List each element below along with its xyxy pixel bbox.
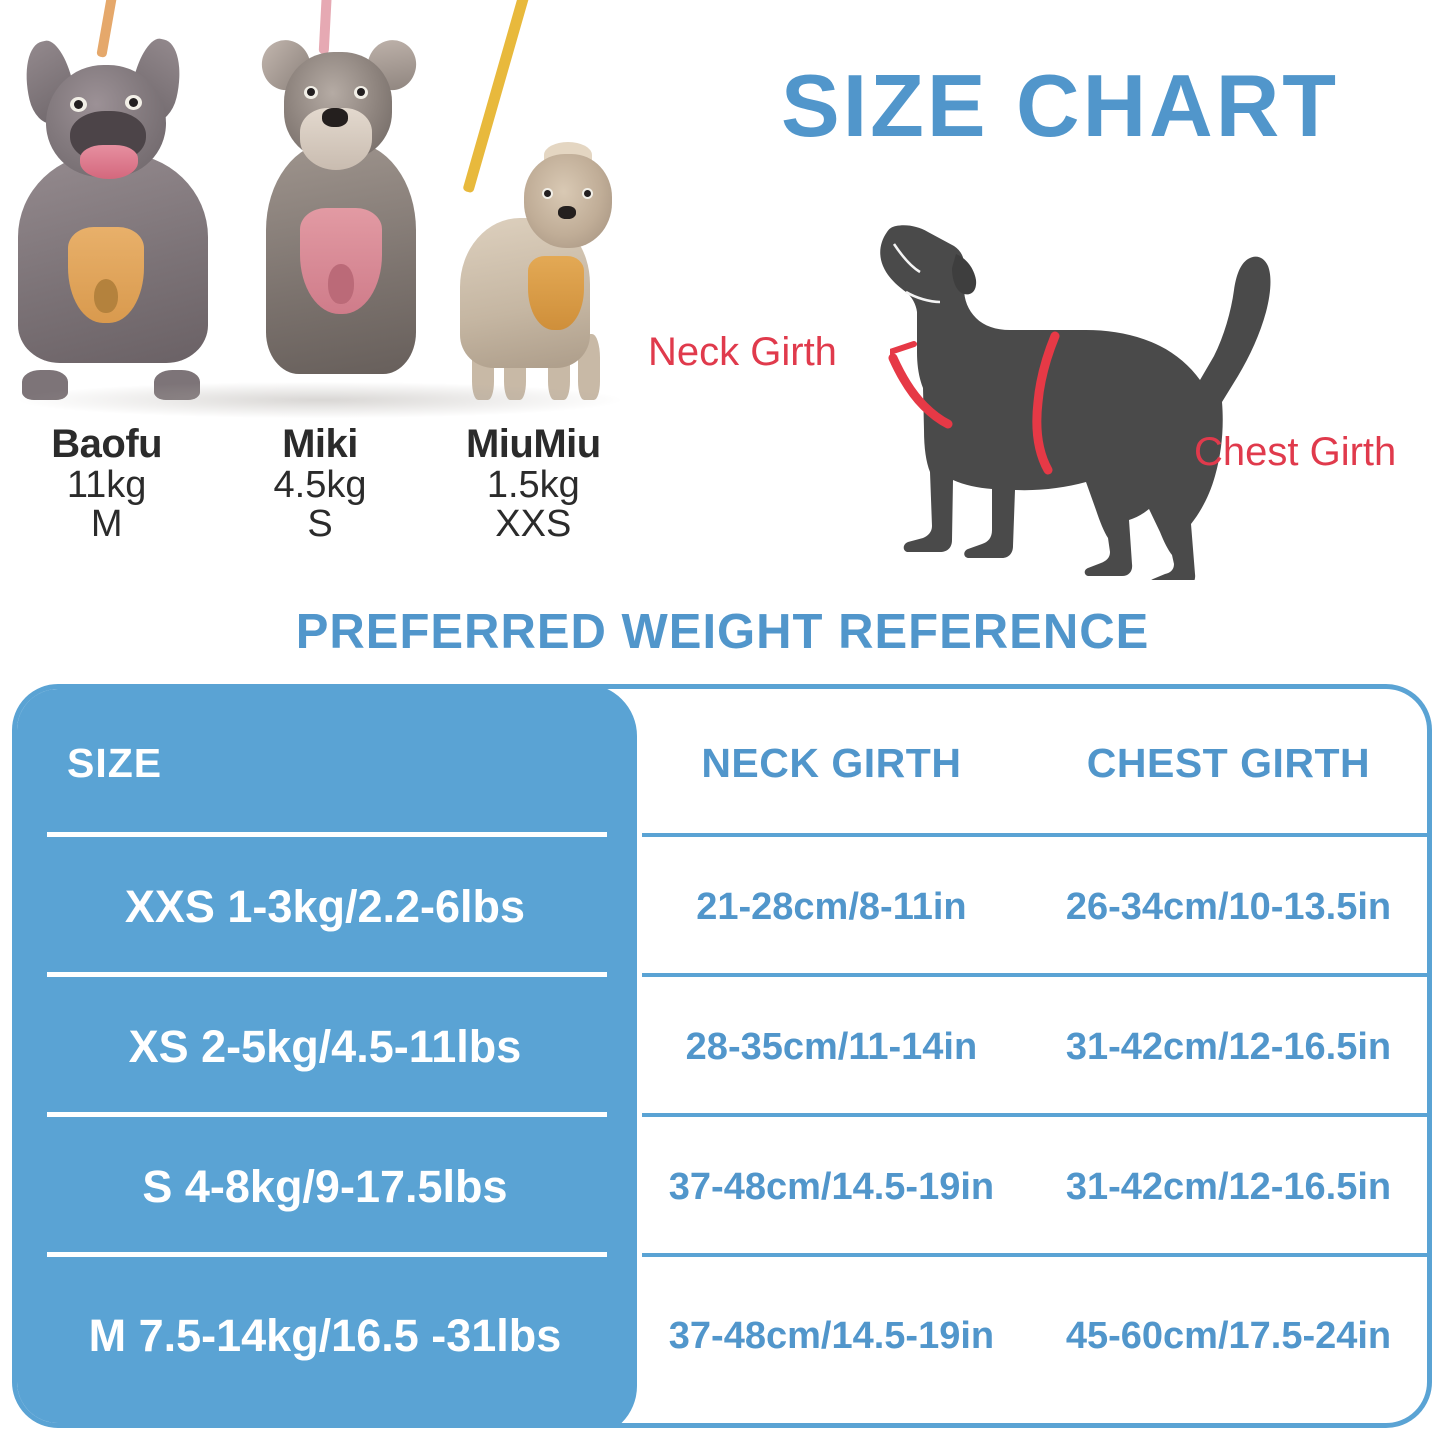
dog-measurement-diagram bbox=[640, 180, 1440, 586]
dog-label-baofu: Baofu 11kg M bbox=[0, 422, 213, 564]
row-divider bbox=[47, 1252, 607, 1257]
cell-chest: 26-34cm/10-13.5in bbox=[1065, 885, 1392, 928]
dog-labels: Baofu 11kg M Miki 4.5kg S MiuMiu 1.5kg X… bbox=[0, 422, 640, 564]
dogs-photo bbox=[0, 0, 640, 420]
pupil bbox=[307, 88, 315, 96]
cell-size: M 7.5-14kg/16.5 -31lbs bbox=[88, 1309, 562, 1361]
neck-girth-leader-line bbox=[890, 341, 917, 355]
dog-size: XXS bbox=[495, 503, 572, 546]
row-divider bbox=[642, 1113, 1427, 1117]
table-header-row: SIZE NECK GIRTH CHEST GIRTH bbox=[17, 689, 1427, 837]
table-row: S 4-8kg/9-17.5lbs 37-48cm/14.5-19in 31-4… bbox=[17, 1117, 1427, 1257]
paw bbox=[22, 370, 68, 400]
column-header-chest: CHEST GIRTH bbox=[1086, 739, 1371, 786]
row-divider bbox=[47, 1112, 607, 1117]
size-column-background bbox=[17, 689, 637, 1423]
cell-size: S 4-8kg/9-17.5lbs bbox=[142, 1160, 508, 1212]
column-header-size: SIZE bbox=[67, 739, 163, 786]
dog-head bbox=[524, 154, 612, 248]
dog-size: M bbox=[90, 503, 123, 546]
table-row: XS 2-5kg/4.5-11lbs 28-35cm/11-14in 31-42… bbox=[17, 977, 1427, 1117]
dog-yorkie bbox=[452, 140, 627, 400]
pupil bbox=[584, 190, 591, 197]
dog-french-bulldog bbox=[8, 34, 233, 400]
photo-floor-shadow bbox=[20, 382, 620, 418]
dog-weight: 1.5kg bbox=[486, 463, 580, 506]
dog-name: Miki bbox=[282, 422, 358, 466]
row-divider bbox=[642, 973, 1427, 977]
nose bbox=[558, 206, 576, 219]
pupil bbox=[357, 88, 365, 96]
paw bbox=[154, 370, 200, 400]
eye bbox=[304, 86, 318, 99]
column-header-neck: NECK GIRTH bbox=[701, 739, 962, 786]
cell-neck: 28-35cm/11-14in bbox=[685, 1025, 978, 1068]
eye bbox=[125, 95, 142, 110]
top-section: Baofu 11kg M Miki 4.5kg S MiuMiu 1.5kg X… bbox=[0, 0, 1445, 659]
eye bbox=[70, 97, 87, 112]
eye bbox=[542, 188, 553, 199]
dog-label-miumiu: MiuMiu 1.5kg XXS bbox=[427, 422, 640, 564]
harness-orange bbox=[68, 227, 144, 323]
dog-weight: 11kg bbox=[66, 463, 147, 506]
dog-size: S bbox=[307, 503, 333, 546]
tongue bbox=[80, 145, 138, 179]
pupil bbox=[544, 190, 551, 197]
cell-chest: 31-42cm/12-16.5in bbox=[1065, 1025, 1392, 1068]
cell-size: XXS 1-3kg/2.2-6lbs bbox=[124, 880, 526, 932]
cell-chest: 31-42cm/12-16.5in bbox=[1065, 1165, 1392, 1208]
page-title: SIZE CHART bbox=[781, 56, 1339, 155]
cell-size: XS 2-5kg/4.5-11lbs bbox=[128, 1020, 522, 1072]
harness-tan bbox=[528, 256, 584, 330]
pupil bbox=[74, 100, 83, 109]
row-divider bbox=[642, 1253, 1427, 1257]
dog-silhouette-icon bbox=[880, 225, 1271, 586]
eye bbox=[354, 86, 368, 99]
chest-girth-label: Chest Girth bbox=[1194, 430, 1397, 474]
neck-girth-label: Neck Girth bbox=[648, 330, 837, 374]
dog-name: MiuMiu bbox=[465, 422, 601, 466]
size-table: SIZE NECK GIRTH CHEST GIRTH XXS 1-3kg/2.… bbox=[12, 684, 1432, 1428]
chest-girth-line bbox=[1032, 331, 1060, 475]
nose bbox=[322, 108, 348, 127]
dog-name: Baofu bbox=[51, 422, 163, 466]
row-divider bbox=[47, 972, 607, 977]
cell-neck: 37-48cm/14.5-19in bbox=[668, 1314, 995, 1357]
row-divider bbox=[47, 832, 607, 837]
neck-girth-line bbox=[888, 353, 953, 429]
table-row: XXS 1-3kg/2.2-6lbs 21-28cm/8-11in 26-34c… bbox=[17, 837, 1427, 977]
pupil bbox=[129, 98, 138, 107]
cell-neck: 37-48cm/14.5-19in bbox=[668, 1165, 995, 1208]
eye bbox=[582, 188, 593, 199]
cell-neck: 21-28cm/8-11in bbox=[696, 885, 967, 928]
table-row: M 7.5-14kg/16.5 -31lbs 37-48cm/14.5-19in… bbox=[17, 1257, 1427, 1415]
cell-chest: 45-60cm/17.5-24in bbox=[1065, 1314, 1392, 1357]
row-divider bbox=[642, 833, 1427, 837]
dog-weight: 4.5kg bbox=[273, 463, 367, 506]
table-grid: SIZE NECK GIRTH CHEST GIRTH XXS 1-3kg/2.… bbox=[17, 689, 1427, 1423]
harness-pink bbox=[300, 208, 382, 314]
dog-label-miki: Miki 4.5kg S bbox=[213, 422, 426, 564]
dog-schnauzer bbox=[236, 32, 441, 398]
section-heading: PREFERRED WEIGHT REFERENCE bbox=[295, 605, 1150, 659]
